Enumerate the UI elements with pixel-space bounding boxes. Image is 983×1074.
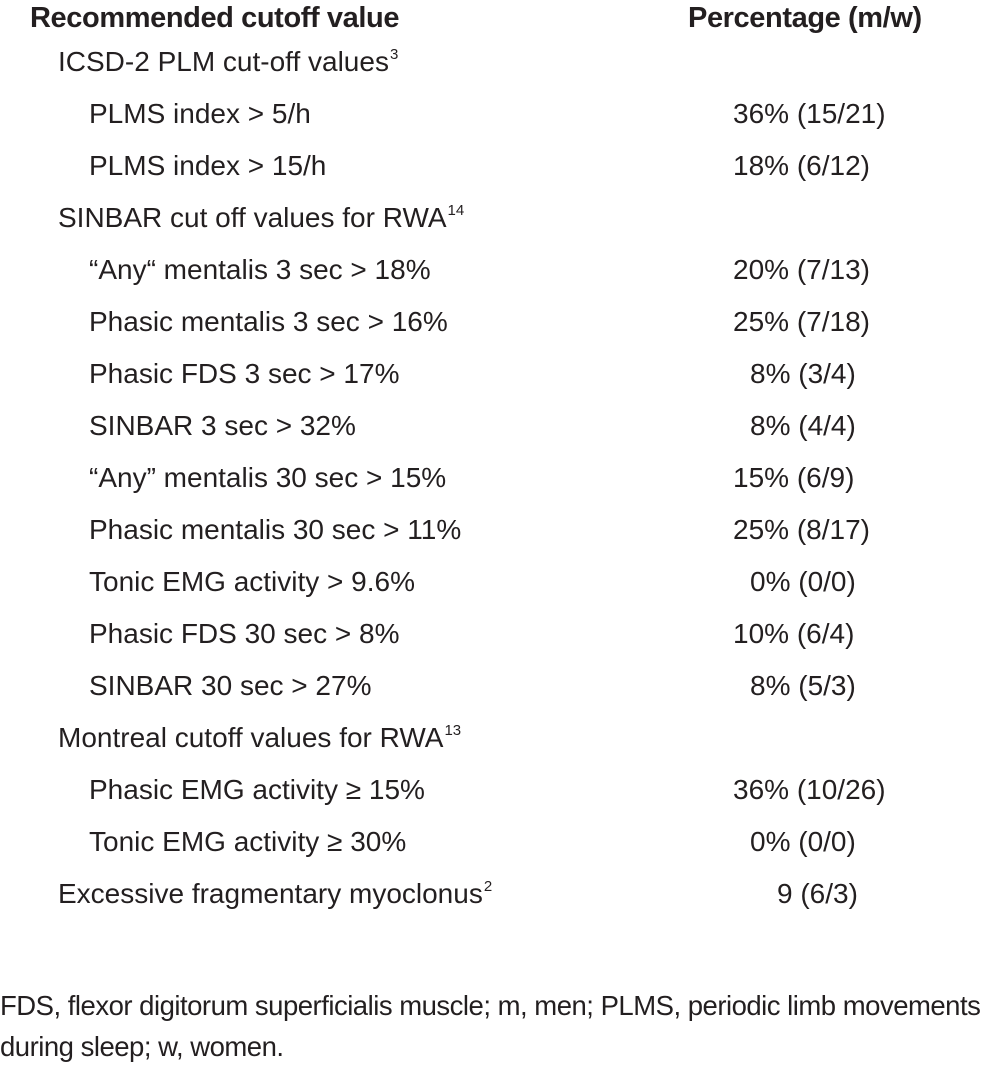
header-recommended-cutoff: Recommended cutoff value — [30, 2, 400, 34]
cutoff-table: Recommended cutoff value Percentage (m/w… — [0, 0, 983, 920]
row-label: Phasic mentalis 30 sec > 11% — [89, 514, 462, 545]
table-row: SINBAR cut off values for RWA14 — [0, 192, 983, 244]
table-row: Phasic FDS 3 sec > 17% 8% (3/4) — [0, 348, 983, 400]
table-row: SINBAR 30 sec > 27% 8% (5/3) — [0, 660, 983, 712]
table-row: PLMS index > 15/h 18% (6/12) — [0, 140, 983, 192]
row-value: 15% (6/9) — [733, 462, 855, 493]
row-value: 8% (3/4) — [750, 358, 856, 389]
row-label: SINBAR 3 sec > 32% — [89, 410, 356, 441]
row-value: 18% (6/12) — [733, 150, 870, 181]
table-row: Phasic FDS 30 sec > 8% 10% (6/4) — [0, 608, 983, 660]
row-value: 0% (0/0) — [750, 826, 856, 857]
row-label: Phasic mentalis 3 sec > 16% — [89, 306, 448, 337]
row-label: SINBAR cut off values for RWA — [58, 202, 447, 233]
row-label: PLMS index > 5/h — [89, 98, 311, 129]
table-row: Phasic mentalis 3 sec > 16% 25% (7/18) — [0, 296, 983, 348]
row-label: Tonic EMG activity > 9.6% — [89, 566, 416, 597]
row-value: 10% (6/4) — [733, 618, 855, 649]
row-value: 8% (4/4) — [750, 410, 856, 441]
row-label: “Any” mentalis 30 sec > 15% — [89, 462, 447, 493]
reference-superscript: 3 — [389, 46, 399, 63]
row-value: 36% (15/21) — [733, 98, 886, 129]
row-value: 36% (10/26) — [733, 774, 886, 805]
table-row: “Any“ mentalis 3 sec > 18% 20% (7/13) — [0, 244, 983, 296]
row-label: Montreal cutoff values for RWA — [58, 722, 444, 753]
table-header: Recommended cutoff value Percentage (m/w… — [0, 0, 983, 36]
row-label: Phasic EMG activity ≥ 15% — [89, 774, 425, 805]
row-value: 20% (7/13) — [733, 254, 870, 285]
header-percentage: Percentage (m/w) — [688, 2, 922, 34]
row-value: 0% (0/0) — [750, 566, 856, 597]
table-row: Phasic mentalis 30 sec > 11% 25% (8/17) — [0, 504, 983, 556]
reference-superscript: 2 — [483, 878, 493, 895]
row-label: Phasic FDS 3 sec > 17% — [89, 358, 400, 389]
table-row: Montreal cutoff values for RWA13 — [0, 712, 983, 764]
row-value: 25% (8/17) — [733, 514, 870, 545]
row-label: Tonic EMG activity ≥ 30% — [89, 826, 407, 857]
table-row: SINBAR 3 sec > 32% 8% (4/4) — [0, 400, 983, 452]
table-row: Tonic EMG activity > 9.6% 0% (0/0) — [0, 556, 983, 608]
reference-superscript: 13 — [444, 722, 462, 739]
row-label: PLMS index > 15/h — [89, 150, 327, 181]
table-row: PLMS index > 5/h 36% (15/21) — [0, 88, 983, 140]
table-footnote: FDS, flexor digitorum superficialis musc… — [0, 990, 981, 1062]
table-row: Tonic EMG activity ≥ 30% 0% (0/0) — [0, 816, 983, 868]
table-row: “Any” mentalis 30 sec > 15% 15% (6/9) — [0, 452, 983, 504]
row-value: 8% (5/3) — [750, 670, 856, 701]
row-label: ICSD-2 PLM cut-off values — [58, 46, 389, 77]
row-label: “Any“ mentalis 3 sec > 18% — [89, 254, 431, 285]
reference-superscript: 14 — [447, 202, 465, 219]
row-label: Excessive fragmentary myoclonus — [58, 878, 483, 909]
table-row: Excessive fragmentary myoclonus2 9 (6/3) — [0, 868, 983, 920]
row-label: SINBAR 30 sec > 27% — [89, 670, 372, 701]
table-row: Phasic EMG activity ≥ 15% 36% (10/26) — [0, 764, 983, 816]
row-value: 9 (6/3) — [777, 878, 858, 909]
row-label: Phasic FDS 30 sec > 8% — [89, 618, 400, 649]
row-value: 25% (7/18) — [733, 306, 870, 337]
table-row: ICSD-2 PLM cut-off values3 — [0, 36, 983, 88]
